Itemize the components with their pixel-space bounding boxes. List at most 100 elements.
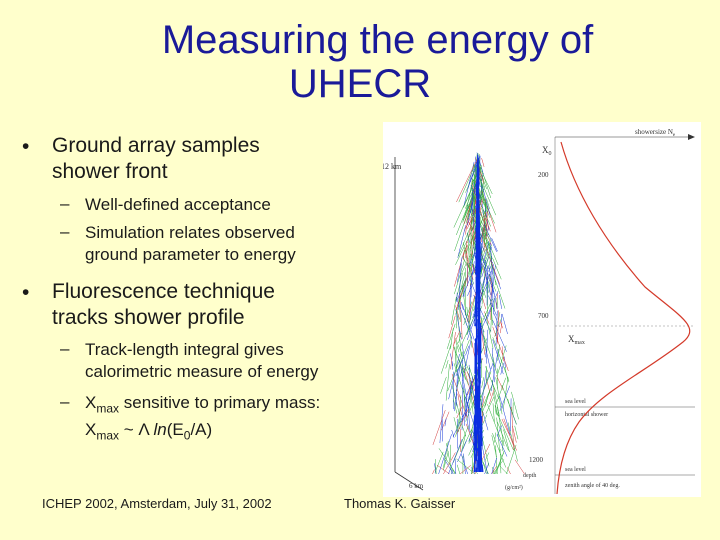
particle-track xyxy=(486,329,488,364)
particle-track xyxy=(462,249,465,261)
formula-text: (E xyxy=(166,420,184,440)
particle-track xyxy=(472,181,476,191)
particle-track xyxy=(443,451,449,471)
particle-track xyxy=(480,181,491,215)
particle-track xyxy=(481,174,487,190)
particle-track xyxy=(490,299,493,326)
footer-author: Thomas K. Gaisser xyxy=(344,496,456,511)
particle-track xyxy=(459,280,466,294)
shower-core-track xyxy=(478,353,481,385)
label-6km: 6 km xyxy=(409,482,424,490)
particle-track xyxy=(451,469,454,475)
particle-track xyxy=(496,377,507,404)
particle-track xyxy=(480,220,490,240)
particle-track xyxy=(451,373,468,418)
particle-track xyxy=(455,305,460,320)
particle-track xyxy=(450,331,456,370)
particle-track xyxy=(493,392,498,416)
particle-track xyxy=(463,367,476,407)
particle-track xyxy=(453,346,469,385)
ground-axis xyxy=(394,471,424,491)
label-12km: 12 km xyxy=(383,162,402,171)
xmax-subscript: max xyxy=(96,428,120,443)
particle-track xyxy=(506,444,517,475)
particle-track xyxy=(492,257,502,280)
shower-core-track xyxy=(474,296,477,327)
sub-line: Well-defined acceptance xyxy=(85,195,271,214)
sub-line: Simulation relates observed xyxy=(85,223,295,242)
particle-track xyxy=(485,396,495,414)
particle-track xyxy=(483,241,501,285)
particle-track xyxy=(481,377,485,388)
sub-bullet-xmax: Xmax sensitive to primary mass: Xmax ~ Λ… xyxy=(85,392,320,447)
particle-track xyxy=(499,294,502,309)
particle-track xyxy=(463,453,466,475)
particle-track xyxy=(496,406,505,447)
particle-track xyxy=(501,384,517,425)
shower-core-track xyxy=(477,193,480,224)
particle-track xyxy=(449,463,456,475)
particle-track xyxy=(493,313,500,328)
shower-core-track xyxy=(475,370,477,401)
particle-track xyxy=(455,365,464,392)
particle-track xyxy=(454,210,469,252)
shower-core-track xyxy=(473,442,476,473)
particle-track xyxy=(503,418,514,445)
particle-track xyxy=(460,301,464,311)
particle-track xyxy=(459,465,471,475)
particle-track xyxy=(492,326,509,372)
particle-track xyxy=(496,417,501,453)
particle-track xyxy=(468,221,478,240)
particle-track xyxy=(471,232,475,272)
particle-track xyxy=(462,427,473,449)
particle-track xyxy=(459,253,472,277)
particle-track xyxy=(479,167,493,195)
sea-level-label-1: sea level xyxy=(565,399,586,405)
svg-text:showersize Ne: showersize Ne xyxy=(635,128,676,138)
particle-track xyxy=(483,223,497,253)
particle-track xyxy=(464,179,474,218)
sub-dash: – xyxy=(60,339,70,358)
particle-track xyxy=(483,254,490,272)
shower-core-track xyxy=(475,216,478,247)
particle-track xyxy=(485,366,500,400)
particle-track xyxy=(481,396,485,410)
particle-track xyxy=(485,259,488,294)
particle-track xyxy=(462,363,466,380)
particle-track xyxy=(461,343,466,367)
particle-track xyxy=(485,313,494,349)
particle-track xyxy=(496,325,499,344)
particle-track xyxy=(467,282,474,297)
particle-track xyxy=(485,211,488,240)
shower-figure: 12 km 6 km showersize Ne X0 200 700 1200… xyxy=(381,122,701,497)
particle-track xyxy=(499,465,508,475)
particle-track xyxy=(455,338,470,371)
particle-track xyxy=(506,467,511,475)
sub-dash: – xyxy=(60,194,70,213)
depth-label: depth xyxy=(523,473,536,479)
bullet-fluorescence: Fluorescence technique tracks shower pro… xyxy=(52,279,275,331)
particle-track xyxy=(514,459,525,475)
particle-track xyxy=(462,200,472,223)
particle-track xyxy=(446,323,456,350)
particle-track xyxy=(491,380,500,417)
particle-track xyxy=(495,409,514,451)
particle-track xyxy=(512,426,517,443)
sub-line: ground parameter to energy xyxy=(85,245,296,264)
shower-core-track xyxy=(477,421,479,452)
particle-track xyxy=(478,155,481,189)
particle-track xyxy=(501,313,508,335)
particle-track xyxy=(503,356,506,369)
particle-track xyxy=(465,189,474,209)
particle-track xyxy=(467,204,472,220)
label-x0: X xyxy=(542,145,549,155)
shower-core-track xyxy=(475,245,478,276)
particle-track xyxy=(459,420,462,430)
shower-core-track xyxy=(473,415,476,446)
particle-track xyxy=(440,376,447,394)
particle-track xyxy=(445,360,449,369)
particle-track xyxy=(499,385,511,412)
shower-core-track xyxy=(476,251,479,282)
particle-track xyxy=(499,322,503,334)
horizontal-shower-label: horizontal shower xyxy=(565,412,608,418)
